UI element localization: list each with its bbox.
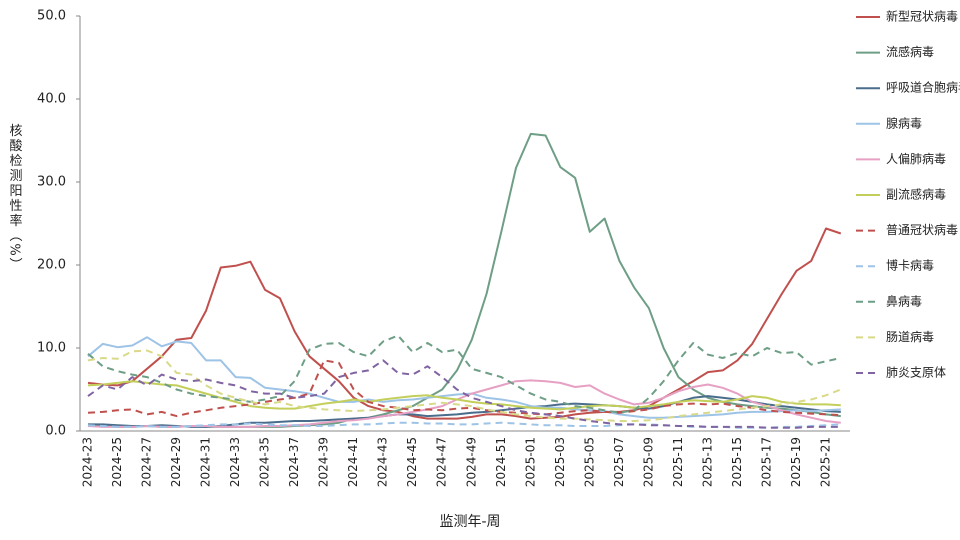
y-axis-title: 核酸检测阳性率（%）	[7, 123, 23, 272]
legend-label: 副流感病毒	[886, 187, 946, 202]
x-tick-label: 2025-21	[819, 437, 833, 487]
x-tick-label: 2025-01	[523, 437, 537, 487]
y-tick-label: 0.0	[45, 424, 66, 439]
legend-label: 肺炎支原体	[886, 366, 946, 380]
x-tick-label: 2024-29	[169, 437, 183, 487]
legend-label: 人偏肺病毒	[886, 151, 946, 166]
x-tick-label: 2025-17	[759, 437, 773, 487]
x-tick-label: 2024-45	[405, 437, 419, 487]
x-tick-label: 2024-49	[464, 437, 478, 487]
x-axis-title: 监测年-周	[439, 514, 500, 530]
series-line	[87, 349, 842, 422]
legend-label: 普通冠状病毒	[886, 222, 958, 237]
x-tick-label: 2024-47	[435, 437, 449, 487]
x-tick-label: 2025-03	[553, 437, 567, 487]
x-tick-label: 2025-07	[612, 437, 626, 487]
x-tick-label: 2025-05	[582, 437, 596, 487]
series-line	[87, 359, 841, 418]
legend-label: 肠道病毒	[886, 329, 934, 344]
x-tick-label: 2024-27	[140, 437, 154, 487]
series-line	[87, 336, 841, 419]
x-tick-label: 2025-11	[671, 437, 685, 487]
legend-label: 鼻病毒	[886, 293, 922, 308]
x-tick-label: 2024-23	[81, 437, 95, 487]
x-tick-label: 2024-31	[199, 437, 213, 487]
x-tick-label: 2025-19	[789, 437, 803, 487]
x-tick-label: 2024-41	[346, 437, 360, 487]
y-tick-label: 20.0	[37, 258, 66, 273]
x-tick-label: 2024-39	[317, 437, 331, 487]
series-line	[87, 132, 841, 428]
legend-label: 博卡病毒	[886, 258, 934, 273]
x-tick-label: 2024-51	[494, 437, 508, 487]
series-line	[87, 380, 841, 411]
x-tick-label: 2025-09	[641, 437, 655, 487]
x-tick-label: 2025-13	[700, 437, 714, 487]
x-tick-label: 2024-43	[376, 437, 390, 487]
x-tick-label: 2025-15	[730, 437, 744, 487]
series-line	[87, 334, 842, 414]
y-tick-label: 40.0	[37, 92, 66, 107]
y-tick-label: 10.0	[37, 341, 66, 356]
legend-label: 呼吸道合胞病毒	[886, 80, 960, 95]
y-tick-label: 50.0	[37, 9, 66, 24]
legend-label: 腺病毒	[886, 115, 922, 130]
x-tick-label: 2024-25	[110, 437, 124, 487]
series-line	[87, 227, 842, 420]
legend-label: 新型冠状病毒	[886, 9, 958, 24]
x-tick-label: 2024-33	[228, 437, 242, 487]
x-tick-label: 2024-37	[287, 437, 301, 487]
legend-label: 流感病毒	[886, 44, 934, 59]
series-line	[87, 379, 841, 428]
series-line	[87, 359, 841, 429]
y-tick-label: 30.0	[37, 175, 66, 190]
x-tick-label: 2024-35	[258, 437, 272, 487]
